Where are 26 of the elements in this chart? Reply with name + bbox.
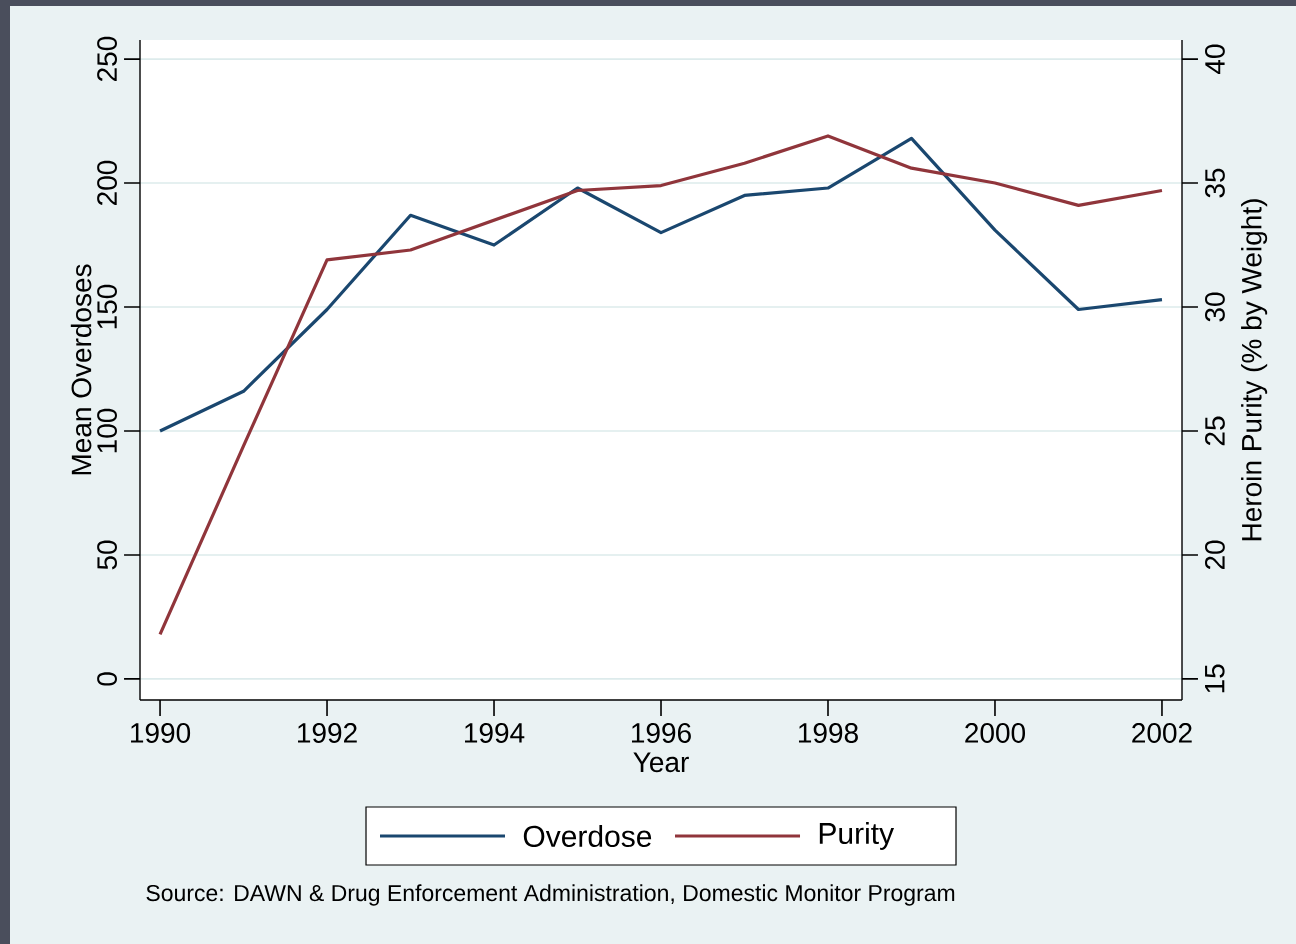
x-tick-label: 1998 (798, 723, 858, 743)
y2-tick-label: 25 (1205, 416, 1225, 446)
source-note: Source: DAWN & Drug Enforcement Administration, Domestic Monitor Program (146, 884, 955, 906)
y-tick-label: 0 (97, 672, 117, 686)
x-tick-label: 2000 (965, 723, 1026, 743)
x-tick-label: 1996 (631, 723, 691, 743)
y-tick-label: 150 (97, 284, 117, 329)
y2-tick-label: 40 (1205, 44, 1225, 75)
y-axis-title: Mean Overdoses (70, 264, 92, 475)
y-tick-label: 250 (97, 36, 117, 82)
x-tick-label: 2002 (1132, 723, 1192, 743)
line-series (158, 136, 1164, 433)
legend-label: Overdose (523, 824, 652, 847)
y2-tick-label: 35 (1205, 168, 1225, 198)
y2-tick-label: 15 (1205, 664, 1225, 693)
x-axis-title: Year (633, 752, 689, 773)
y2-tick-label: 20 (1205, 540, 1225, 570)
y2-tick-label: 30 (1205, 292, 1225, 322)
x-tick-label: 1992 (298, 723, 357, 743)
y-tick-label: 50 (97, 540, 117, 570)
x-tick-label: 1990 (131, 723, 191, 743)
y2-axis-title: Heroin Purity (% by Weight) (1241, 199, 1268, 541)
legend-label: Purity (819, 822, 895, 850)
y-tick-label: 200 (97, 160, 117, 205)
x-tick-label: 1994 (465, 723, 525, 743)
y-tick-label: 100 (97, 408, 117, 453)
